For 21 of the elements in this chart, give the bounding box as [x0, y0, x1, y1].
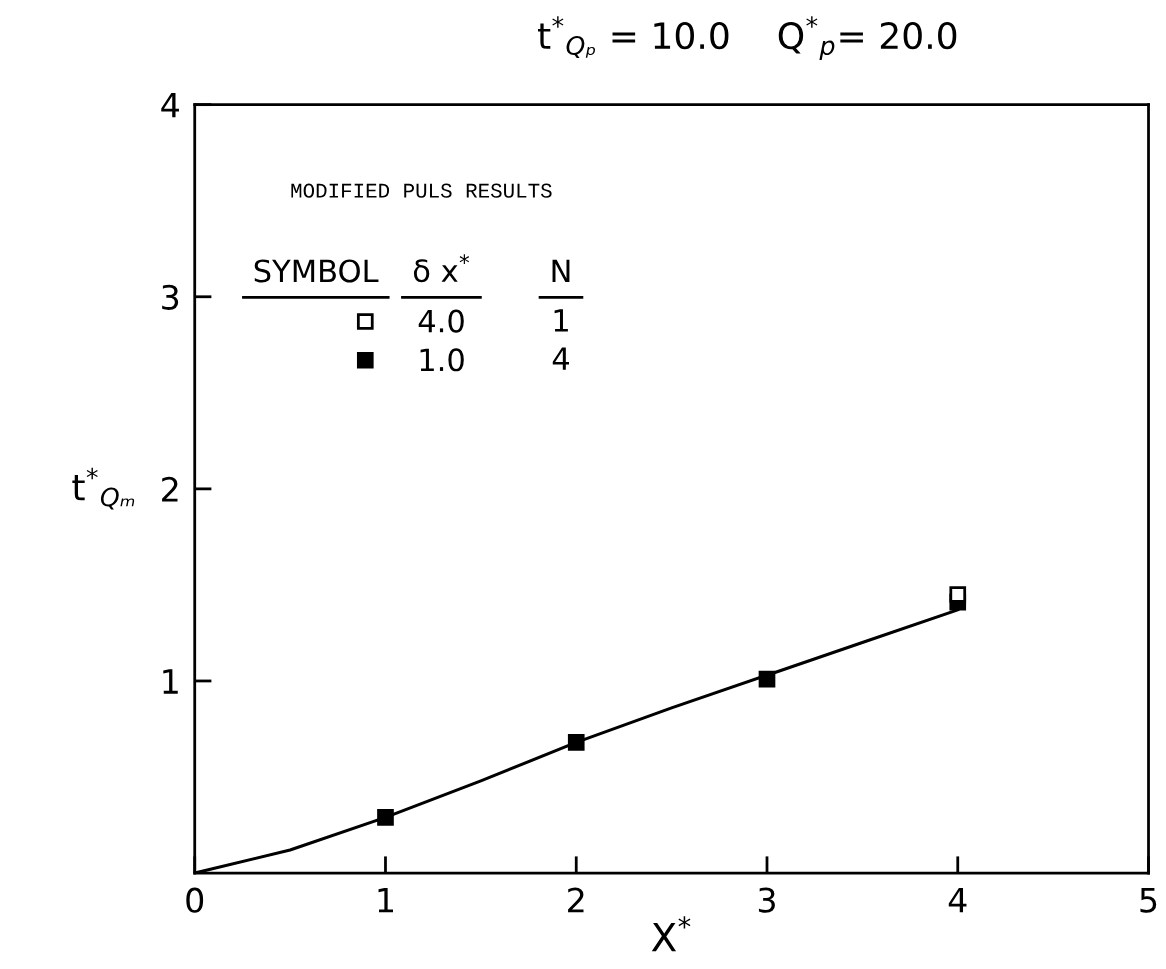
y-tick-label: 3 [162, 284, 179, 310]
y-tick-label: 1 [163, 669, 178, 694]
x-tick-label: 3 [758, 887, 775, 913]
legend-title: MODIFIED PULS RESULTS [291, 183, 552, 198]
legend-label: 1.0 [420, 348, 464, 372]
chart-title: t$^{*}$$_{Qₚ}$ = 10.0 Q$^{*}$$_{p}$= 20.0 [538, 16, 957, 60]
x-tick-label: 5 [1140, 887, 1157, 913]
x-tick-label: 1 [378, 887, 394, 913]
annotation: N [552, 259, 570, 283]
y-tick-label: 4 [161, 93, 179, 118]
annotation: δ x$^{*}$ [413, 254, 470, 283]
annotation: 1 [554, 309, 568, 332]
annotation: SYMBOL [254, 259, 379, 283]
y-axis-title: t$^{*}$$_{Qₘ}$ [72, 467, 135, 510]
y-tick-label: 2 [162, 476, 178, 502]
x-tick-label: 2 [568, 887, 584, 913]
x-tick-label: 0 [186, 887, 204, 913]
x-axis-title: X$^{*}$ [651, 916, 691, 952]
x-tick-label: 4 [948, 887, 967, 913]
legend-label: 4.0 [418, 309, 464, 333]
annotation: 4 [552, 347, 569, 370]
